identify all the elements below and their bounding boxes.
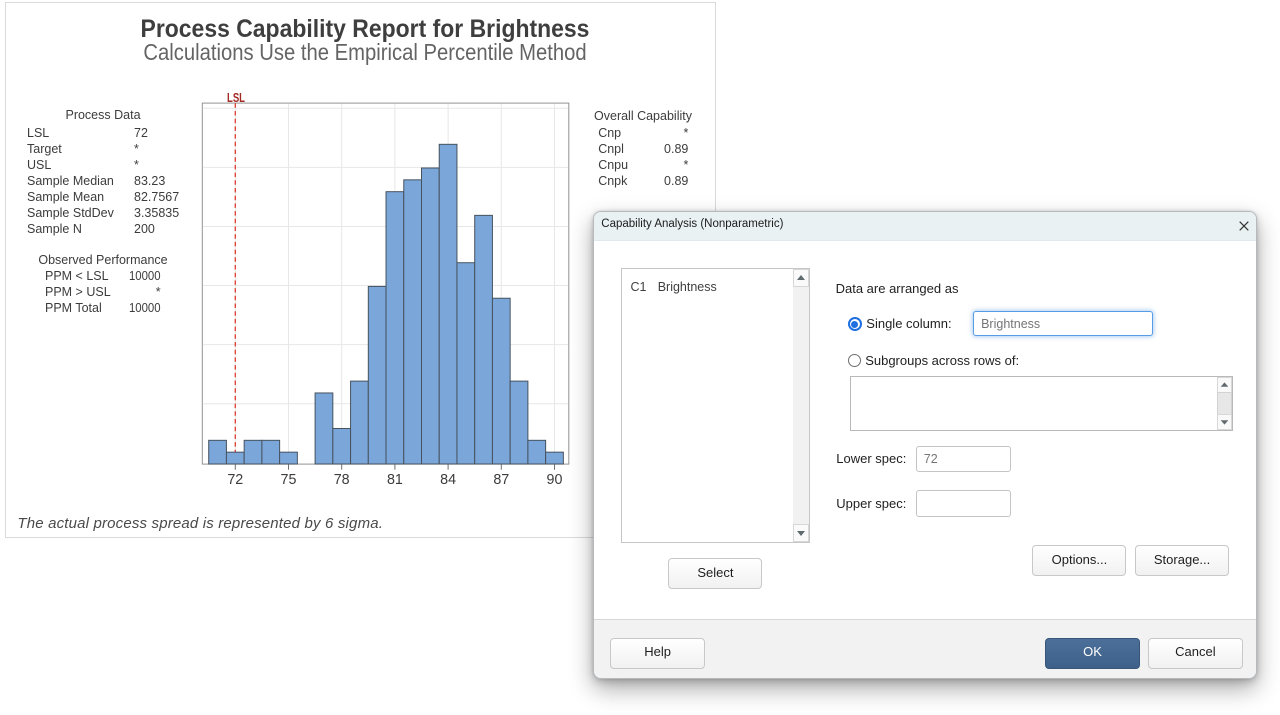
svg-text:72: 72 xyxy=(227,472,243,488)
svg-text:87: 87 xyxy=(493,472,509,488)
svg-text:84: 84 xyxy=(440,472,456,488)
svg-text:75: 75 xyxy=(281,472,297,488)
svg-text:LSL: LSL xyxy=(227,90,245,105)
svg-text:90: 90 xyxy=(547,472,563,488)
svg-text:81: 81 xyxy=(387,472,403,488)
svg-text:78: 78 xyxy=(334,472,350,488)
